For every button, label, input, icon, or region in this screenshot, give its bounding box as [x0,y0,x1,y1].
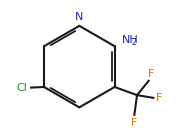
Text: F: F [131,118,138,128]
Text: 2: 2 [132,38,137,47]
Text: F: F [147,69,154,79]
Text: F: F [155,93,162,103]
Text: N: N [75,12,84,22]
Text: NH: NH [122,35,139,45]
Text: Cl: Cl [16,83,27,93]
